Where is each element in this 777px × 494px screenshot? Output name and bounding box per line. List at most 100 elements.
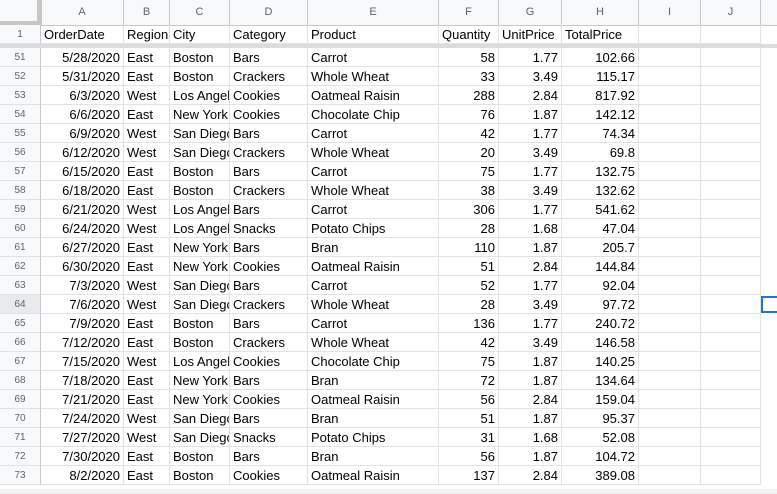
cell-c[interactable]: City [170,25,230,44]
cell-j[interactable] [701,124,761,143]
cell-g[interactable]: 1.87 [499,238,562,257]
cell-e[interactable]: Carrot [308,48,439,67]
cell-h[interactable]: 389.08 [562,466,639,485]
cell-j[interactable] [701,314,761,333]
cell-c[interactable]: Boston [170,48,230,67]
row-number[interactable]: 53 [0,86,41,105]
cell-d[interactable]: Cookies [230,105,308,124]
cell-f[interactable]: 28 [439,295,499,314]
cell-j[interactable] [701,25,761,44]
cell-d[interactable]: Category [230,25,308,44]
cell-f[interactable]: 56 [439,447,499,466]
cell-f[interactable]: 52 [439,276,499,295]
cell-c[interactable]: Boston [170,333,230,352]
cell-b[interactable]: West [124,428,170,447]
cell-c[interactable]: San Diegc [170,409,230,428]
cell-i[interactable] [639,352,701,371]
cell-h[interactable]: 159.04 [562,390,639,409]
cell-c[interactable]: San Diegc [170,428,230,447]
cell-d[interactable]: Bars [230,48,308,67]
cell-f[interactable]: 75 [439,162,499,181]
column-header-h[interactable]: H [562,0,639,25]
cell-b[interactable]: East [124,238,170,257]
cell-i[interactable] [639,371,701,390]
cell-i[interactable] [639,257,701,276]
row-number[interactable]: 69 [0,390,41,409]
cell-b[interactable]: East [124,181,170,200]
cell-i[interactable] [639,162,701,181]
cell-e[interactable]: Oatmeal Raisin [308,466,439,485]
cell-g[interactable]: 1.77 [499,162,562,181]
cell-h[interactable]: 817.92 [562,86,639,105]
row-number[interactable]: 64 [0,295,41,314]
selected-cell[interactable] [761,296,777,313]
cell-e[interactable]: Carrot [308,314,439,333]
cell-a[interactable]: 6/3/2020 [41,86,124,105]
cell-b[interactable]: East [124,371,170,390]
cell-c[interactable]: Los Angel [170,86,230,105]
cell-d[interactable]: Bars [230,162,308,181]
cell-f[interactable]: 288 [439,86,499,105]
cell-g[interactable]: 1.87 [499,409,562,428]
column-header-d[interactable]: D [230,0,308,25]
cell-i[interactable] [639,67,701,86]
cell-b[interactable]: West [124,124,170,143]
cell-e[interactable]: Whole Wheat [308,181,439,200]
cell-i[interactable] [639,25,701,44]
cell-d[interactable]: Bars [230,124,308,143]
freeze-row-handle[interactable] [0,21,41,25]
cell-i[interactable] [639,143,701,162]
cell-d[interactable]: Cookies [230,466,308,485]
cell-c[interactable]: New York [170,390,230,409]
cell-e[interactable]: Potato Chips [308,428,439,447]
cell-j[interactable] [701,105,761,124]
cell-j[interactable] [701,428,761,447]
cell-i[interactable] [639,295,701,314]
cell-b[interactable]: West [124,295,170,314]
cell-e[interactable]: Carrot [308,124,439,143]
cell-f[interactable]: 28 [439,219,499,238]
cell-a[interactable]: 6/15/2020 [41,162,124,181]
cell-b[interactable]: East [124,48,170,67]
cell-h[interactable]: 92.04 [562,276,639,295]
column-header-f[interactable]: F [439,0,499,25]
cell-f[interactable]: 51 [439,409,499,428]
cell-h[interactable]: 132.62 [562,181,639,200]
cell-e[interactable]: Potato Chips [308,219,439,238]
cell-g[interactable]: 1.87 [499,352,562,371]
cell-b[interactable]: East [124,162,170,181]
cell-a[interactable]: 8/2/2020 [41,466,124,485]
cell-e[interactable]: Whole Wheat [308,67,439,86]
cell-h[interactable]: 240.72 [562,314,639,333]
cell-a[interactable]: 7/3/2020 [41,276,124,295]
cell-g[interactable]: 1.68 [499,428,562,447]
cell-a[interactable]: 7/15/2020 [41,352,124,371]
cell-h[interactable]: TotalPrice [562,25,639,44]
row-number[interactable]: 52 [0,67,41,86]
cell-d[interactable]: Bars [230,447,308,466]
cell-j[interactable] [701,390,761,409]
cell-g[interactable]: 3.49 [499,67,562,86]
cell-e[interactable]: Oatmeal Raisin [308,257,439,276]
cell-b[interactable]: East [124,257,170,276]
cell-h[interactable]: 140.25 [562,352,639,371]
cell-a[interactable]: 6/6/2020 [41,105,124,124]
cell-b[interactable]: East [124,447,170,466]
cell-a[interactable]: 7/30/2020 [41,447,124,466]
cell-g[interactable]: 1.77 [499,314,562,333]
cell-g[interactable]: 1.77 [499,276,562,295]
cell-j[interactable] [701,143,761,162]
cell-f[interactable]: 20 [439,143,499,162]
cell-a[interactable]: 6/18/2020 [41,181,124,200]
cell-i[interactable] [639,48,701,67]
cell-i[interactable] [639,86,701,105]
row-number[interactable]: 59 [0,200,41,219]
cell-f[interactable]: 75 [439,352,499,371]
freeze-column-handle[interactable] [37,0,41,25]
cell-d[interactable]: Crackers [230,333,308,352]
cell-j[interactable] [701,162,761,181]
cell-b[interactable]: West [124,276,170,295]
cell-f[interactable]: 72 [439,371,499,390]
row-number[interactable]: 51 [0,48,41,67]
